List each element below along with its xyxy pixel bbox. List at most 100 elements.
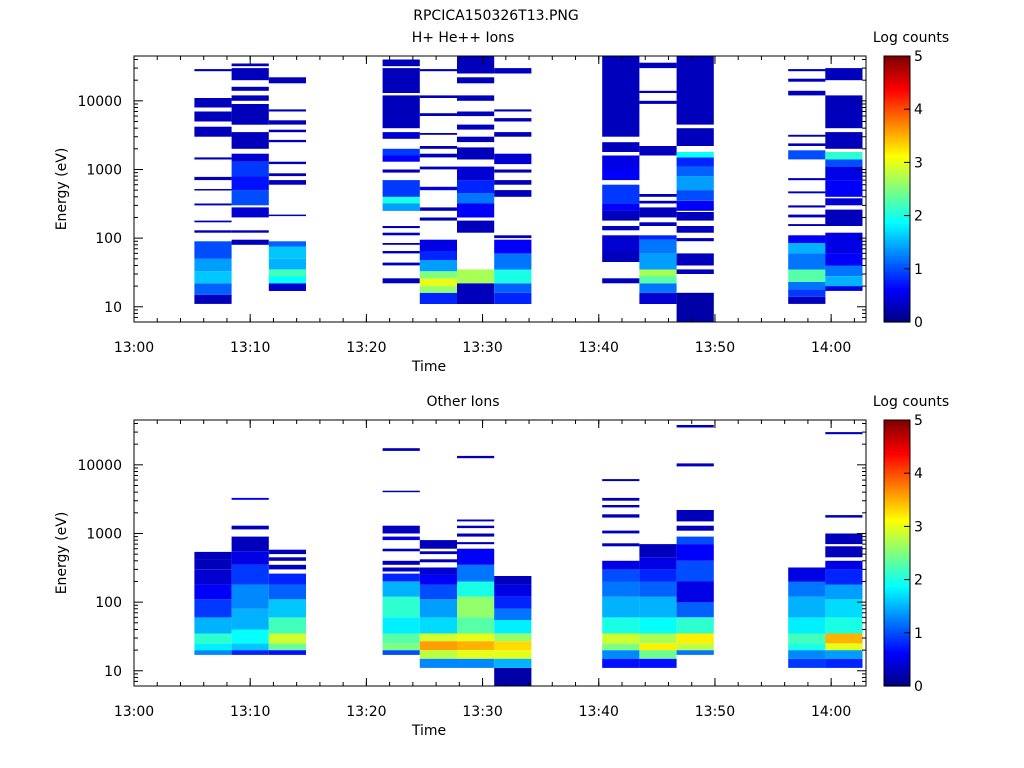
spectrogram-cell [677, 561, 714, 582]
spectrogram-cell [194, 271, 231, 283]
y-tick-label: 10 [104, 664, 122, 680]
spectrogram-cell [194, 283, 231, 294]
spectrogram-cell [677, 201, 714, 211]
spectrogram-cell [494, 68, 531, 73]
spectrogram-cell [269, 585, 306, 600]
spectrogram-cell [602, 561, 639, 570]
spectrogram-cell [825, 152, 862, 160]
spectrogram-cell [383, 132, 420, 139]
spectrogram-cell [194, 157, 231, 159]
panel-title: Other Ions [426, 394, 499, 410]
spectrogram-cell [269, 644, 306, 651]
spectrogram-cell [602, 185, 639, 204]
spectrogram-cell [194, 230, 231, 232]
spectrogram-cell [639, 194, 676, 197]
spectrogram-cell [232, 190, 269, 205]
spectrogram-cell [383, 263, 420, 266]
spectrogram-cell [420, 240, 457, 251]
spectrogram-cell [232, 537, 269, 552]
spectrogram-cell [788, 91, 825, 96]
spectrogram-cell [825, 198, 862, 205]
spectrogram-cell [194, 599, 231, 617]
spectrogram-cell [639, 293, 676, 304]
colorbar-tick-label: 5 [914, 49, 923, 65]
spectrogram-cell [677, 253, 714, 265]
spectrogram-cell [639, 146, 676, 156]
spectrogram-cell [677, 544, 714, 561]
spectrogram-cell [639, 276, 676, 283]
colorbar-tick-label: 4 [914, 102, 923, 118]
x-tick-label: 13:30 [462, 704, 502, 720]
spectrogram-cell [457, 204, 494, 218]
spectrogram-cell [194, 221, 231, 223]
spectrogram-cell [194, 650, 231, 655]
spectrogram-cell [677, 510, 714, 521]
y-tick-label: 100 [95, 595, 122, 611]
spectrogram-cell [457, 565, 494, 582]
spectrogram-cell [194, 204, 231, 206]
spectrogram-cell [494, 641, 531, 650]
colorbar-tick-label: 1 [914, 626, 923, 642]
spectrogram-cell [602, 505, 639, 507]
spectrogram-cell [677, 582, 714, 603]
spectrogram-cell [383, 650, 420, 655]
spectrogram-cell [232, 551, 269, 565]
spectrogram-cell [457, 193, 494, 203]
spectrogram-cell [232, 95, 269, 100]
spectrogram-cell [457, 167, 494, 181]
spectrogram-cell [677, 176, 714, 190]
spectrogram-cell [420, 146, 457, 149]
spectrogram-cell [269, 241, 306, 246]
spectrogram-cell [602, 235, 639, 251]
spectrogram-cell [420, 540, 457, 549]
y-tick-label: 1000 [86, 526, 122, 542]
spectrogram-cell [677, 190, 714, 201]
spectrogram-cell [677, 463, 714, 466]
spectrogram-cell [420, 559, 457, 562]
x-tick-label: 13:50 [695, 704, 735, 720]
spectrogram-cell [232, 154, 269, 162]
spectrogram-cell [269, 130, 306, 133]
spectrogram-cell [602, 633, 639, 643]
colorbar-tick-label: 0 [914, 315, 923, 331]
spectrogram-cell [457, 180, 494, 193]
spectrogram-cell [788, 243, 825, 253]
spectrogram-cell [825, 561, 862, 570]
spectrogram-cell [383, 644, 420, 651]
spectrogram-cell [420, 260, 457, 271]
spectrogram-cell [383, 197, 420, 204]
spectrogram-cell [383, 204, 420, 211]
x-axis-label: Time [411, 359, 446, 375]
panel-other-ions: Other Ions Log counts Time Energy (eV) 13:00… [54, 394, 949, 739]
spectrogram-cell [420, 154, 457, 158]
spectrogram-cell [457, 95, 494, 100]
spectrogram-cell [825, 160, 862, 167]
spectrogram-cell [383, 170, 420, 173]
colorbar-tick-label: 2 [914, 573, 923, 589]
spectrogram-cell [788, 297, 825, 304]
colorbar-tick-label: 3 [914, 155, 923, 171]
spectrogram-cell [383, 574, 420, 582]
spectrogram-cell [825, 233, 862, 254]
spectrogram-cell [232, 650, 269, 655]
spectrogram-cell [788, 79, 825, 82]
spectrogram-cells [194, 425, 862, 686]
spectrogram-cell [457, 221, 494, 233]
spectrogram-cell [194, 617, 231, 633]
spectrogram-cell [677, 269, 714, 274]
spectrogram-cell [194, 241, 231, 258]
spectrogram-cell [420, 599, 457, 617]
spectrogram-cell [639, 597, 676, 618]
spectrogram-cell [639, 222, 676, 226]
spectrogram-cell [639, 582, 676, 597]
spectrogram-cell [825, 599, 862, 617]
spectrogram-cell [677, 537, 714, 545]
spectrogram-cell [383, 561, 420, 565]
spectrogram-cell [420, 551, 457, 554]
spectrogram-cell [194, 189, 231, 191]
spectrogram-cell [494, 235, 531, 238]
spectrogram-cell [677, 633, 714, 643]
spectrogram-cell [494, 132, 531, 137]
spectrogram-cell [232, 498, 269, 500]
spectrogram-cell [494, 659, 531, 668]
